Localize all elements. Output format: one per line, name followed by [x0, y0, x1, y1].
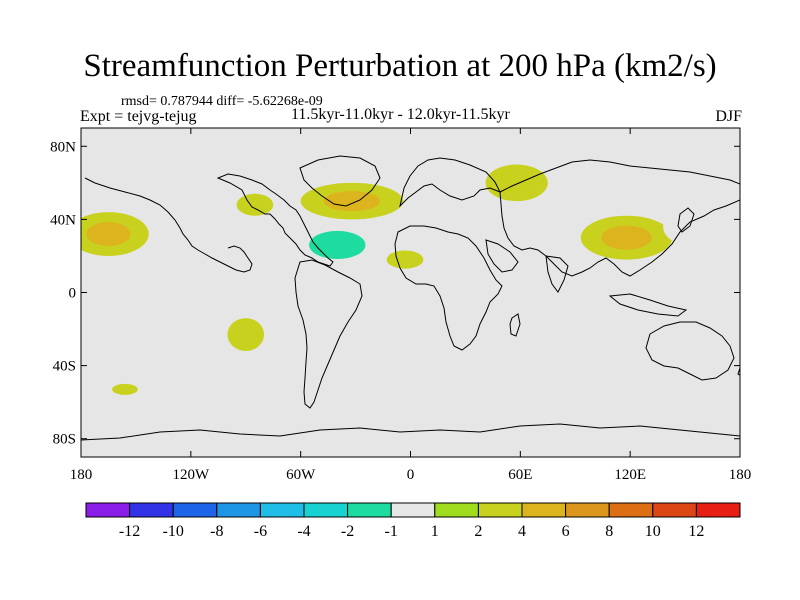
colorbar-label: 8 — [605, 523, 613, 540]
colorbar-label: -1 — [385, 523, 398, 540]
colorbar: -12 -10 -8 -6 -4 -2 -1 1 2 4 6 8 10 12 — [85, 502, 741, 540]
x-tick-label: 120W — [172, 467, 210, 483]
colorbar-label: 4 — [518, 523, 526, 540]
coastline-africa — [394, 225, 503, 351]
period-label: 11.5kyr-11.0kyr - 12.0kyr-11.5kyr — [291, 106, 510, 123]
southern-ocean-positive — [112, 383, 138, 395]
colorbar-swatch — [129, 502, 174, 518]
east-asia-positive-core — [601, 225, 652, 250]
south-pacific-positive — [227, 318, 265, 351]
coastline-madagascar — [509, 313, 521, 337]
y-tick-label: 80N — [50, 139, 76, 155]
siberia-east-negative — [593, 168, 740, 205]
colorbar-swatch — [172, 502, 218, 518]
north-america-west-negative — [161, 191, 202, 247]
north-america-east-positive — [236, 193, 274, 216]
x-tick-label: 180 — [70, 467, 93, 483]
coastline-antarctica — [81, 423, 740, 441]
coastline-japan — [677, 207, 695, 233]
indian-ocean-south-negative — [562, 341, 589, 357]
x-tick-label: 120E — [614, 467, 646, 483]
colorbar-swatch — [303, 502, 349, 518]
plot-title: Streamfunction Perturbation at 200 hPa (… — [83, 48, 717, 84]
colorbar-swatch — [259, 502, 305, 518]
y-tick-label: 40S — [53, 359, 76, 375]
colorbar-swatch — [390, 502, 436, 518]
colorbar-label: -4 — [297, 523, 310, 540]
colorbar-label: 2 — [474, 523, 482, 540]
colorbar-label: -12 — [119, 523, 140, 540]
x-tick-label: 0 — [407, 467, 415, 483]
coastline-india — [545, 255, 569, 293]
africa-north-positive — [386, 250, 424, 269]
experiment-label: Expt = tejvg-tejug — [80, 108, 197, 125]
rmsd-label: rmsd= 0.787944 diff= -5.62268e-09 — [121, 94, 323, 109]
colorbar-label: -8 — [210, 523, 223, 540]
season-label: DJF — [715, 108, 742, 125]
colorbar-swatch — [652, 502, 697, 518]
colorbar-label: -2 — [341, 523, 354, 540]
colorbar-label: -6 — [254, 523, 267, 540]
australia-east-negative — [685, 330, 733, 368]
colorbar-label: -10 — [163, 523, 184, 540]
coastline-layer — [81, 155, 740, 441]
south-pacific-south-negative — [210, 374, 233, 386]
colorbar-label: 1 — [431, 523, 439, 540]
colorbar-label: 10 — [645, 523, 661, 540]
coastline-north-america — [216, 173, 334, 267]
x-tick-label: 60E — [508, 467, 532, 483]
colorbar-swatch — [695, 502, 741, 518]
x-tick-label: 180 — [729, 467, 752, 483]
coastline-arabia — [485, 239, 519, 273]
coastline-indonesia — [608, 293, 688, 317]
coastline-europe — [399, 157, 502, 208]
coastline-australia — [645, 321, 735, 381]
colorbar-swatch — [347, 502, 392, 518]
north-atlantic-north-positive-core — [323, 191, 381, 212]
colorbar-label: 12 — [688, 523, 704, 540]
y-tick-label: 0 — [69, 286, 77, 302]
north-pacific-east-positive-core — [86, 221, 131, 247]
colorbar-swatch — [216, 502, 261, 518]
coastline-new-zealand — [737, 366, 740, 376]
colorbar-swatch — [608, 502, 654, 518]
colorbar-label: 6 — [562, 523, 570, 540]
europe-mediterranean-negative — [430, 191, 482, 247]
y-tick-label: 80S — [53, 432, 76, 448]
coastline-south-america — [294, 259, 363, 409]
east-pacific-equator-negative — [216, 279, 239, 302]
north-atlantic-south-negative-core — [309, 230, 366, 260]
colorbar-swatch — [565, 502, 610, 518]
coastline-north-america-west — [84, 177, 253, 273]
map-axes: 180 120W 60W 0 60E 120E 180 80N 40N 0 40S 80S — [50, 128, 751, 483]
colorbar-swatch — [521, 502, 567, 518]
colorbar-swatch — [434, 502, 479, 518]
coastline-greenland — [299, 155, 381, 207]
coastline-asia — [499, 159, 740, 277]
x-tick-label: 60W — [286, 467, 316, 483]
colorbar-swatch — [477, 502, 523, 518]
y-tick-label: 40N — [50, 212, 76, 228]
colorbar-swatch — [85, 502, 131, 518]
